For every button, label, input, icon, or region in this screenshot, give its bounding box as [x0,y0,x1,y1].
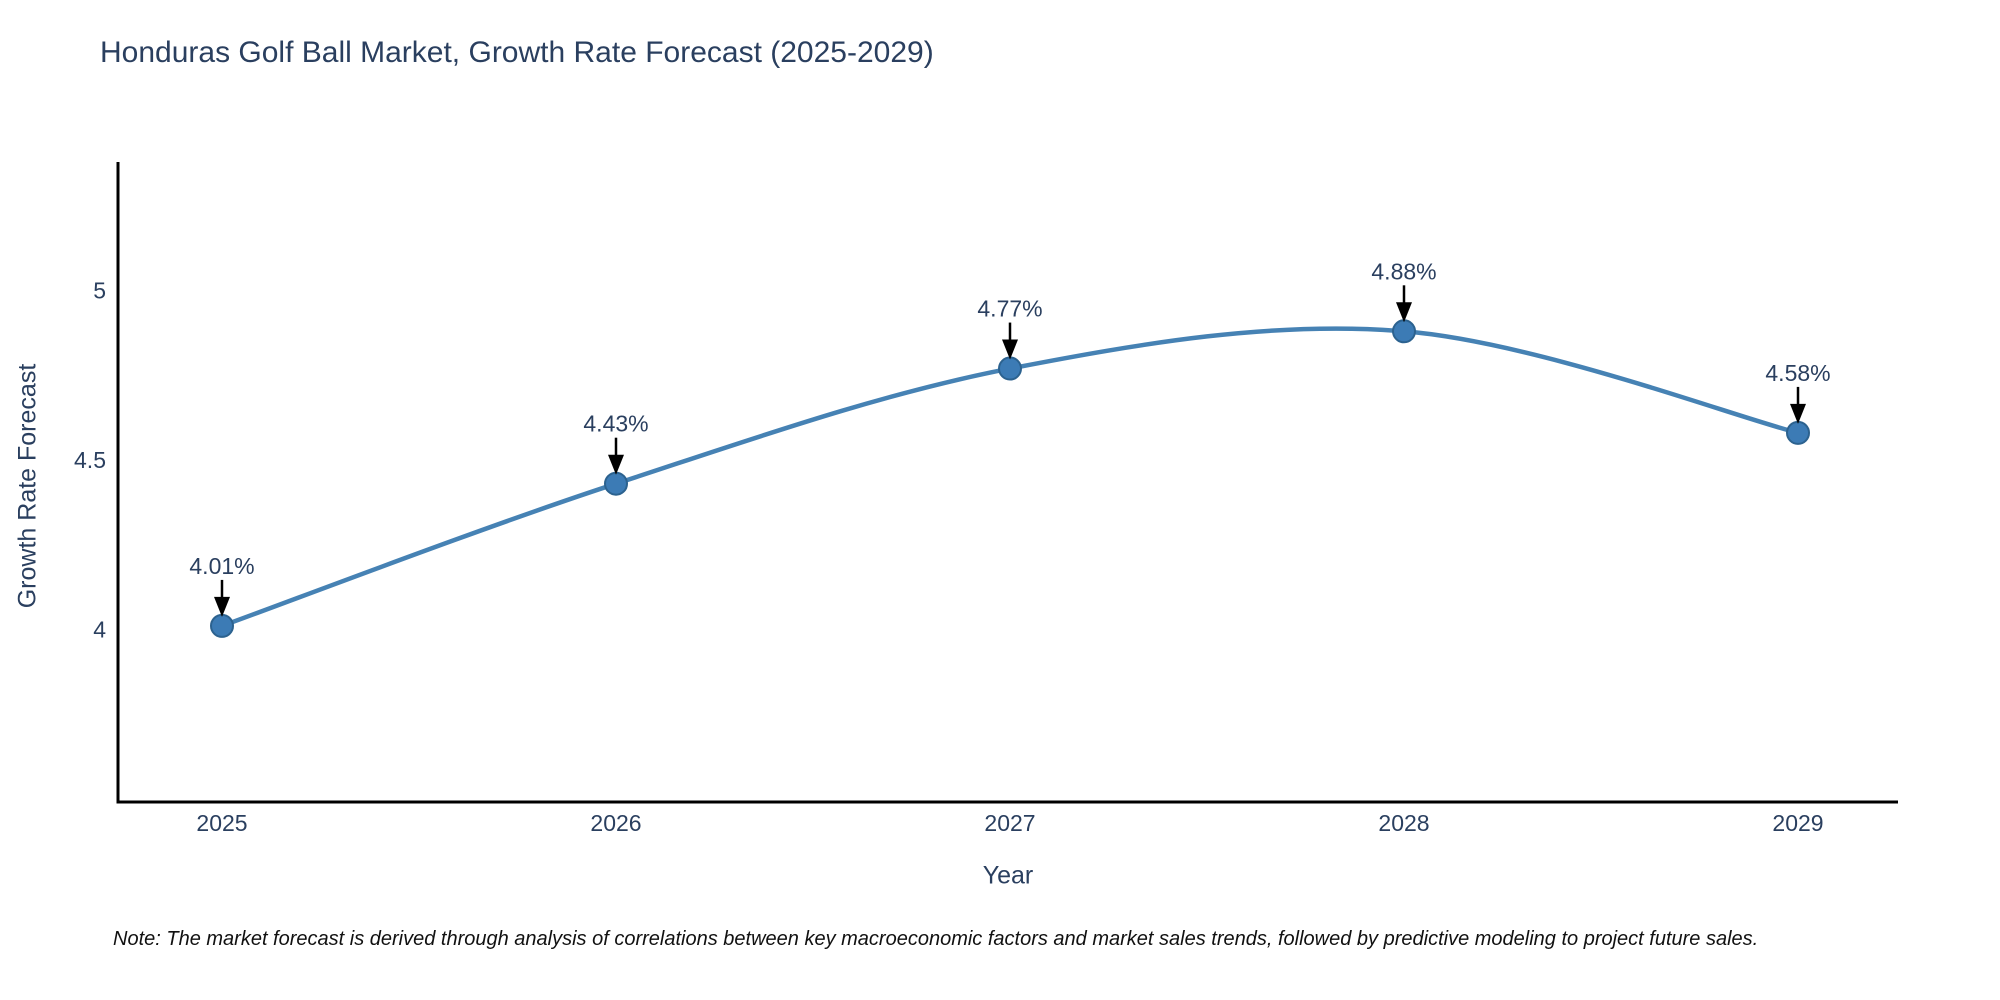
y-tick-label: 4.5 [74,447,106,473]
data-point-marker [1786,420,1810,445]
x-tick-label: 2027 [984,810,1035,836]
data-point-marker [998,356,1022,381]
x-tick-label: 2029 [1772,810,1823,836]
annotation-arrowhead [214,596,230,617]
y-tick-label: 4 [93,616,106,642]
annotation-arrowhead [1396,302,1412,323]
data-point-marker [210,613,234,638]
annotation-label: 4.01% [189,553,254,579]
x-axis-title: Year [982,861,1034,890]
annotation-arrowhead [608,454,624,475]
annotation-arrowhead [1790,403,1806,424]
x-tick-label: 2028 [1378,810,1429,836]
annotation-label: 4.77% [977,296,1042,322]
chart-title: Honduras Golf Ball Market, Growth Rate F… [100,36,934,69]
footnote: Note: The market forecast is derived thr… [113,928,1759,950]
data-point-marker [604,471,628,496]
x-tick-label: 2026 [590,810,641,836]
annotation-label: 4.88% [1371,258,1436,284]
x-tick-label: 2025 [196,810,247,836]
annotation-label: 4.58% [1765,360,1830,386]
y-tick-label: 5 [93,278,106,304]
annotation-arrowhead [1002,339,1018,360]
annotation-label: 4.43% [583,411,648,437]
data-point-marker [1392,319,1416,344]
